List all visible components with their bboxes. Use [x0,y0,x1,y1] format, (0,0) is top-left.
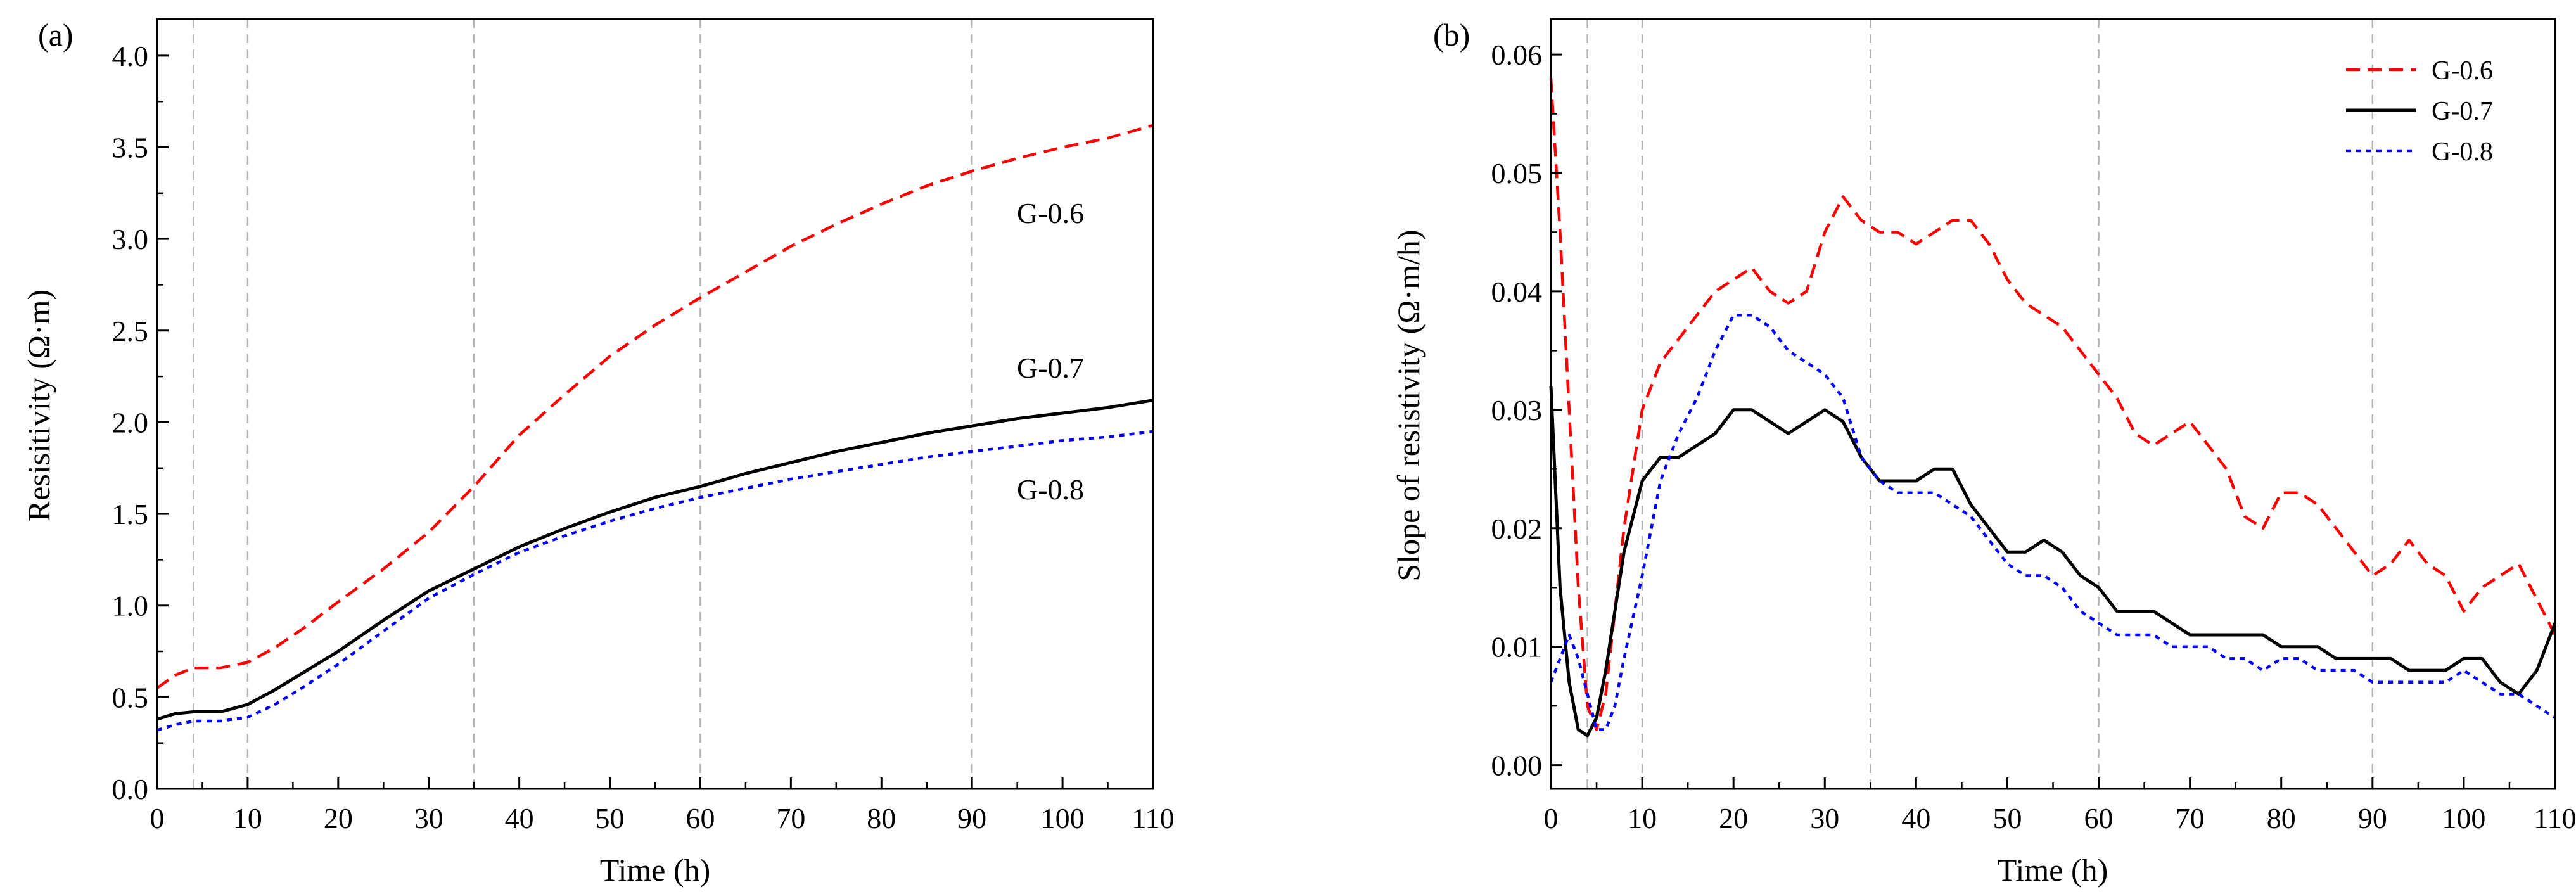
panel-a-xtick-label: 110 [1132,802,1174,834]
panel-a-xtick-label: 80 [867,802,896,834]
panel-b-ytick-label: 0.01 [1491,631,1543,663]
panel-b-series-G-06 [1549,78,2557,731]
panel-a-ylabel: Resisitivity (Ω·m) [21,290,56,521]
panel-a-label: (a) [38,17,73,53]
panel-b-xtick-label: 0 [1544,802,1559,834]
panel-a-series-G-06 [156,124,1154,689]
panel-a-ytick-label: 3.5 [112,132,149,164]
panel-a-ytick-label: 0.0 [112,773,149,805]
panel-b-xlabel: Time (h) [1998,852,2108,888]
panel-a-xtick-label: 90 [957,802,986,834]
panel-b-series-G-07 [1549,386,2557,738]
panel-a-ytick-label: 3.0 [112,223,149,255]
panel-a-xtick-label: 0 [150,802,165,834]
panel-a-ytick-label: 1.0 [112,590,149,622]
panel-a-xtick-label: 20 [324,802,353,834]
panel-b-xtick-label: 10 [1628,802,1657,834]
panel-a-xtick-label: 30 [414,802,443,834]
panel-b-frame [1550,18,2556,790]
panel-a-xtick-label: 70 [776,802,805,834]
annotation-g08: G-0.8 [1017,473,1084,506]
panel-b: (b) 0 10 20 30 40 50 60 70 80 90 100 110 0.00 0.01 0.… [1391,17,2576,888]
panel-a-xlabel: Time (h) [600,852,711,888]
panel-b-xtick-label: 110 [2534,802,2576,834]
panel-b-ytick-label: 0.06 [1491,39,1543,71]
panel-b-xtick-label: 90 [2358,802,2387,834]
panel-b-xtick-label: 100 [2442,802,2485,834]
panel-b-xtick-label: 70 [2176,802,2205,834]
panel-b-legend: G-0.6 G-0.7 G-0.8 [2346,56,2493,167]
panel-b-xtick-label: 40 [1901,802,1930,834]
panel-b-ytick-label: 0.00 [1491,750,1543,782]
panel-a-ytick-label: 2.0 [112,406,149,438]
panel-b-label: (b) [1433,17,1470,53]
panel-b-ytick-label: 0.02 [1491,513,1543,545]
panel-a-xtick-label: 40 [505,802,534,834]
panel-a-ytick-label: 4.0 [112,40,149,72]
legend-label-G-08: G-0.8 [2432,137,2493,167]
panel-b-xtick-label: 80 [2267,802,2296,834]
panel-b-ytick-label: 0.05 [1491,157,1543,189]
panel-b-ytick-label: 0.04 [1491,276,1543,308]
panel-a-xtick-label: 60 [685,802,715,834]
panel-b-xtick-label: 50 [1993,802,2022,834]
panel-a-xtick-label: 10 [233,802,262,834]
panel-a-frame [156,18,1154,790]
legend-label-G-07: G-0.7 [2432,97,2493,126]
panel-a-series-G-08 [156,430,1154,732]
panel-a-xtick-label: 100 [1041,802,1085,834]
panel-a-series-G-07 [156,399,1154,721]
panel-b-ytick-label: 0.03 [1491,394,1543,426]
annotation-g06: G-0.6 [1017,197,1084,229]
panel-b-xtick-label: 60 [2084,802,2114,834]
annotation-g07: G-0.7 [1017,352,1084,384]
panel-a-ytick-label: 0.5 [112,681,149,713]
panel-b-series-G-08 [1549,314,2556,731]
panel-a-xtick-label: 50 [596,802,625,834]
panel-b-ylabel: Slope of resistivity (Ω·m/h) [1391,229,1426,581]
panel-a-ytick-label: 2.5 [112,315,149,347]
panel-b-xtick-label: 30 [1810,802,1839,834]
panel-a: (a) 0 10 20 30 40 50 60 70 80 90 100 110 0.0 0.5 1.0 1… [21,17,1175,888]
legend-label-G-06: G-0.6 [2432,56,2493,86]
panel-b-xtick-label: 20 [1719,802,1748,834]
panel-a-ytick-label: 1.5 [112,498,149,530]
